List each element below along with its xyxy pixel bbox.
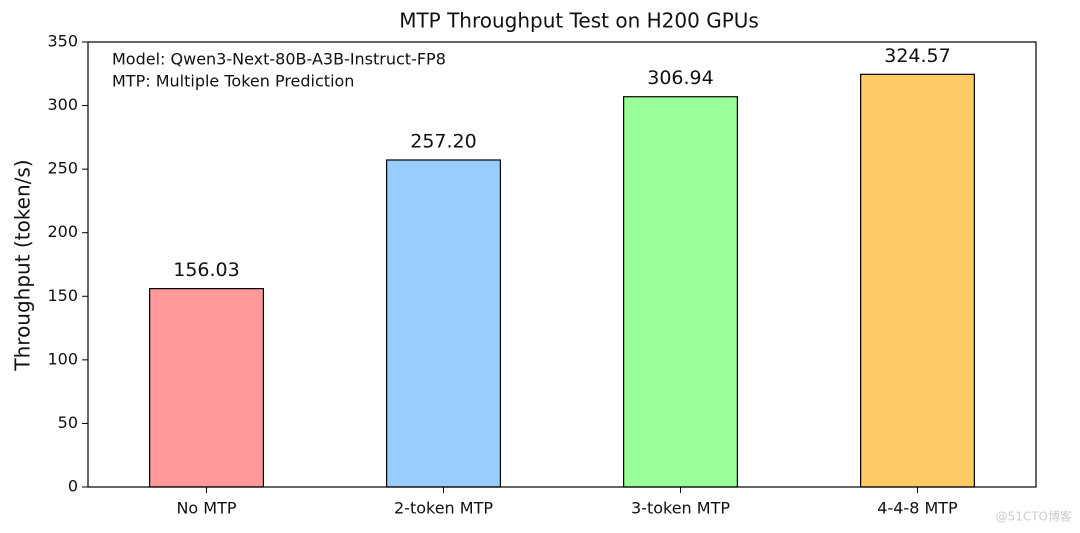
y-tick-label: 100 <box>47 349 78 368</box>
value-label: 257.20 <box>410 130 476 152</box>
annotation: Model: Qwen3-Next-80B-A3B-Instruct-FP8 <box>112 50 446 69</box>
x-tick-label: 4-4-8 MTP <box>877 499 958 518</box>
bar <box>149 288 264 488</box>
plot-frame <box>87 41 1037 488</box>
y-tick-label: 200 <box>47 222 78 241</box>
annotation: MTP: Multiple Token Prediction <box>112 72 354 91</box>
chart-title: MTP Throughput Test on H200 GPUs <box>399 9 759 33</box>
y-tick-label: 250 <box>47 159 78 178</box>
y-tick-label: 50 <box>58 413 78 432</box>
bar <box>386 159 501 488</box>
y-tick-label: 150 <box>47 286 78 305</box>
bar <box>860 73 975 488</box>
watermark: @51CTO博客 <box>996 509 1072 524</box>
y-tick-label: 350 <box>47 32 78 51</box>
y-tick-label: 300 <box>47 95 78 114</box>
x-tick-label: No MTP <box>176 499 236 518</box>
x-tick-label: 2-token MTP <box>394 499 493 518</box>
value-label: 156.03 <box>173 259 239 281</box>
bar <box>623 96 738 488</box>
y-tick-label: 0 <box>68 477 78 496</box>
x-tick-label: 3-token MTP <box>631 499 730 518</box>
value-label: 306.94 <box>647 67 713 89</box>
y-axis-label: Throughput (token/s) <box>11 159 35 371</box>
value-label: 324.57 <box>884 45 950 67</box>
